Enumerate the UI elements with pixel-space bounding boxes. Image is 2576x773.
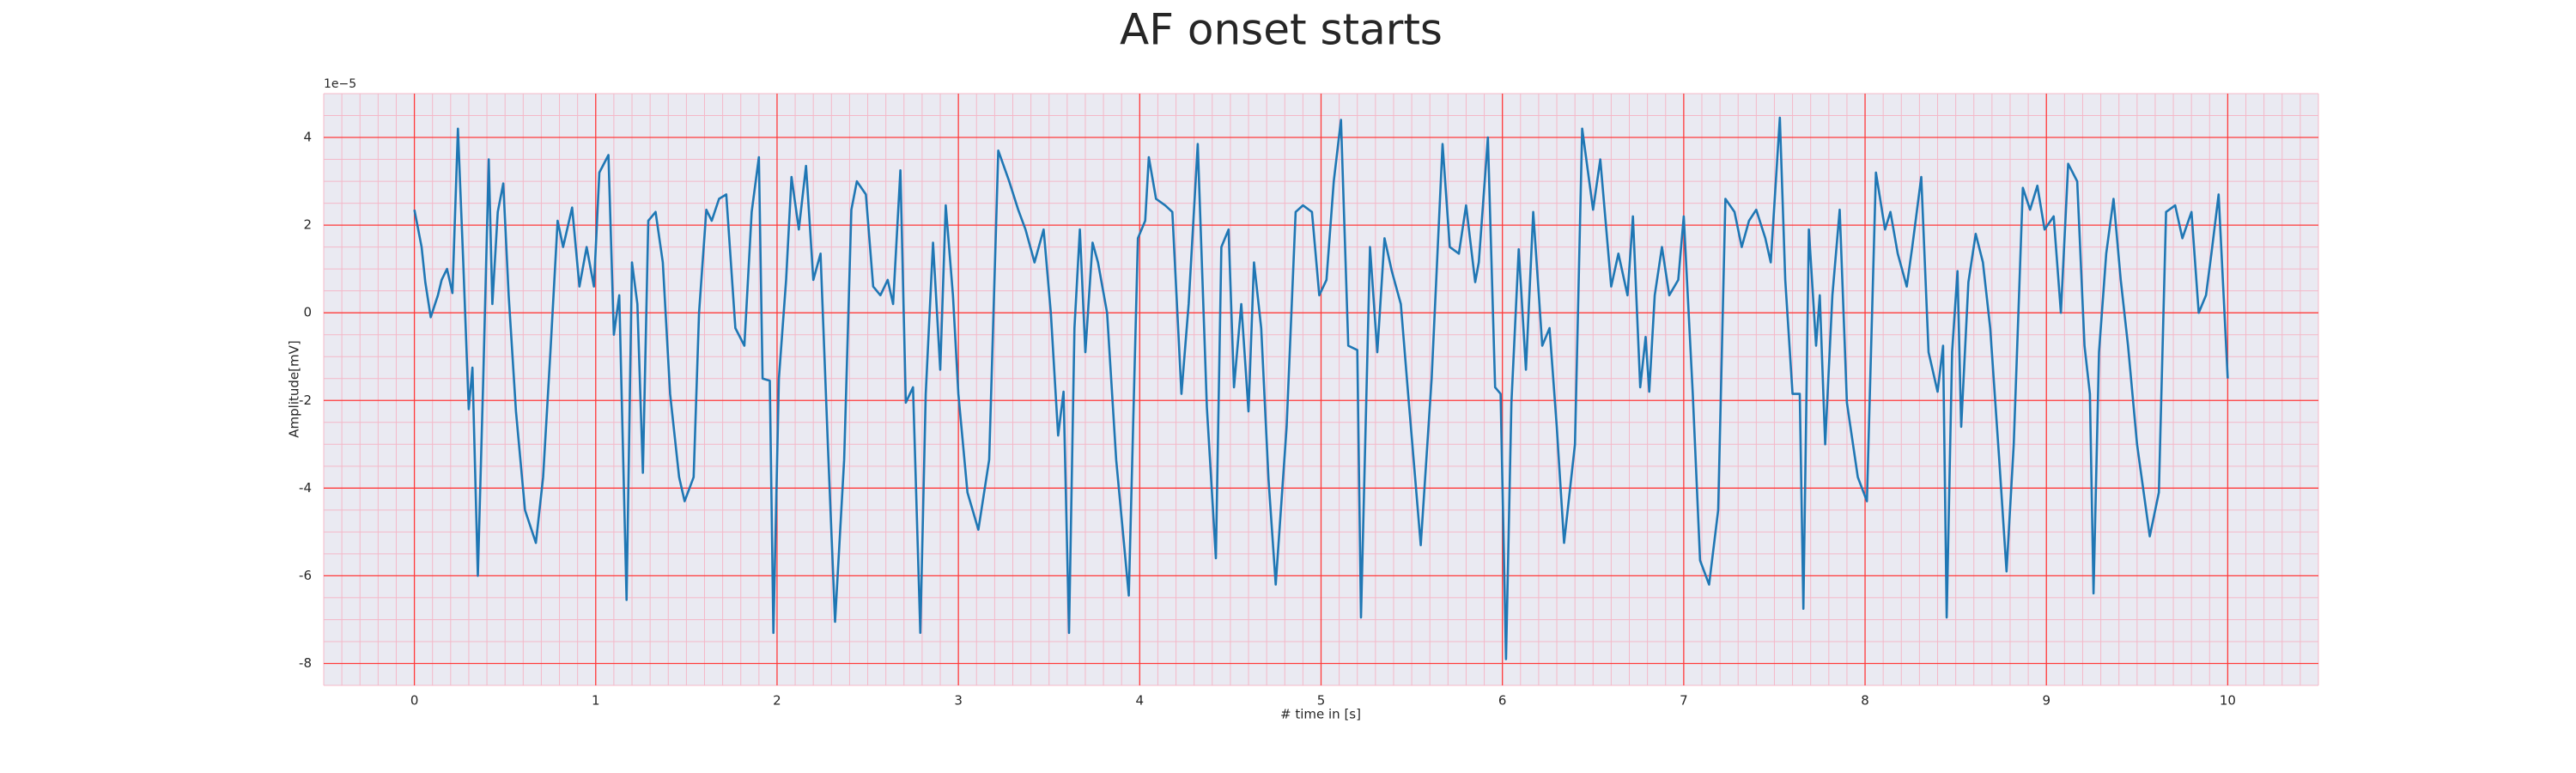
x-tick-label: 0 <box>410 693 419 709</box>
y-tick-label: 0 <box>303 305 312 320</box>
x-tick-label: 5 <box>1317 693 1326 709</box>
x-tick-label: 1 <box>592 693 600 709</box>
chart-title: AF onset starts <box>1120 5 1443 55</box>
y-tick-label: 2 <box>303 217 312 233</box>
offset-label: 1e−5 <box>324 77 356 91</box>
x-tick-label: 6 <box>1498 693 1507 709</box>
x-tick-label: 3 <box>954 693 963 709</box>
y-axis-label: Amplitude[mV] <box>287 340 302 437</box>
y-tick-label: -4 <box>299 480 312 496</box>
x-tick-label: 7 <box>1680 693 1688 709</box>
x-tick-label: 8 <box>1861 693 1869 709</box>
x-tick-label: 2 <box>773 693 781 709</box>
y-tick-label: 4 <box>303 130 312 145</box>
x-axis-label: # time in [s] <box>1280 707 1361 722</box>
x-tick-label: 9 <box>2042 693 2050 709</box>
x-tick-label: 4 <box>1136 693 1145 709</box>
y-tick-label: -6 <box>299 568 312 583</box>
data-line <box>413 116 2229 660</box>
x-tick-label: 10 <box>2220 693 2236 709</box>
y-tick-label: -2 <box>299 393 312 408</box>
y-tick-label: -8 <box>299 655 312 671</box>
